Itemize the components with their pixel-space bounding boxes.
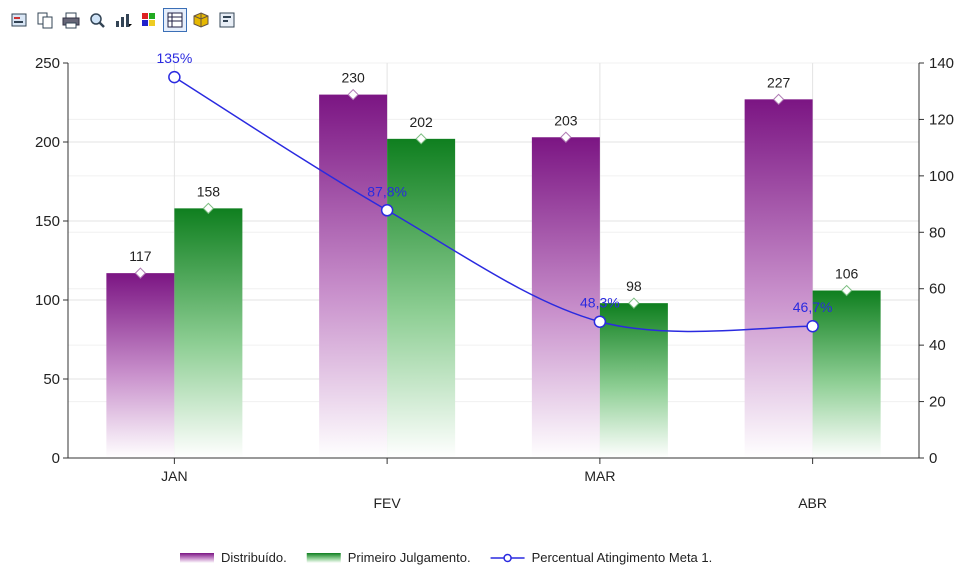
palette-button[interactable] xyxy=(138,9,160,31)
settings-icon xyxy=(219,12,235,28)
percent-data-label: 87,8% xyxy=(367,183,407,199)
settings-button[interactable] xyxy=(216,9,238,31)
data-grid-icon xyxy=(167,12,183,28)
y-right-tick-label: 100 xyxy=(929,168,954,185)
legend-label: Percentual Atingimento Meta 1. xyxy=(532,550,713,565)
zoom-button[interactable] xyxy=(86,9,108,31)
bar-distribuido xyxy=(319,94,388,458)
legend-swatch-marker xyxy=(503,553,512,563)
bar-primeiro-julgamento xyxy=(599,303,668,458)
chart-type-icon xyxy=(116,14,132,27)
bars xyxy=(106,88,881,458)
percent-line-path xyxy=(173,76,813,333)
3d-button[interactable] xyxy=(190,9,212,31)
percent-line xyxy=(168,70,819,333)
y-left-tick-label: 150 xyxy=(35,213,60,230)
chart-toolbar xyxy=(8,6,238,34)
percent-point xyxy=(806,319,819,333)
y-right-tick-label: 120 xyxy=(929,111,954,128)
y-right-tick-label: 40 xyxy=(929,337,946,354)
data-grid-button[interactable] xyxy=(163,8,187,32)
bar-marker xyxy=(347,88,359,101)
bar-primeiro-julgamento xyxy=(387,138,456,458)
legend: Distribuído. Primeiro Julgamento. Percentu… xyxy=(180,550,712,565)
chart-type-button[interactable] xyxy=(112,9,134,31)
y-right-tick-label: 80 xyxy=(929,224,946,241)
x-tick-label: JAN xyxy=(161,468,187,484)
legend-swatch xyxy=(306,553,341,563)
y-left-tick-label: 100 xyxy=(35,292,60,309)
y-right-tick-label: 60 xyxy=(929,281,946,298)
y-right-tick-label: 0 xyxy=(929,450,937,467)
x-tick-label: MAR xyxy=(584,468,615,484)
copy-button[interactable] xyxy=(34,9,56,31)
bar-marker xyxy=(134,267,147,279)
bar-marker xyxy=(415,133,427,145)
bar-data-label: 98 xyxy=(626,278,642,294)
y-right-tick-label: 20 xyxy=(929,394,946,411)
y-left-tick-label: 200 xyxy=(35,134,60,151)
copy-icon xyxy=(37,12,53,29)
properties-icon xyxy=(11,13,27,27)
y-left-tick-label: 250 xyxy=(35,55,60,72)
print-button[interactable] xyxy=(60,9,82,31)
percent-data-label: 48,3% xyxy=(580,295,620,311)
bar-marker xyxy=(840,284,853,297)
bar-data-label: 227 xyxy=(767,74,791,90)
axes: 0 50 100 150 200 250 0 20 40 60 80 100 120 140 JAN FEV M… xyxy=(35,55,954,511)
bar-data-label: 117 xyxy=(129,248,152,264)
3d-icon xyxy=(193,12,209,28)
bar-data-label: 158 xyxy=(197,183,221,199)
bar-distribuido xyxy=(744,99,813,458)
zoom-icon xyxy=(90,13,105,28)
bar-data-label: 202 xyxy=(409,114,433,130)
y-right-tick-label: 140 xyxy=(929,55,954,72)
bar-data-label: 230 xyxy=(341,70,365,86)
y-left-tick-label: 0 xyxy=(52,450,60,467)
properties-button[interactable] xyxy=(8,9,30,31)
bar-data-label: 106 xyxy=(835,266,859,282)
bar-distribuido xyxy=(531,137,600,458)
y-left-tick-label: 50 xyxy=(43,371,60,388)
palette-icon xyxy=(142,13,155,26)
bar-marker xyxy=(202,202,215,215)
print-icon xyxy=(62,12,80,29)
percent-point xyxy=(380,204,394,217)
bar-data-label: 203 xyxy=(554,112,578,128)
bar-marker xyxy=(772,93,785,106)
percent-point xyxy=(593,315,607,328)
bar-primeiro-julgamento xyxy=(812,290,881,458)
legend-label: Distribuído. xyxy=(221,550,287,565)
bar-distribuido xyxy=(106,273,175,458)
bar-marker xyxy=(560,131,572,143)
legend-label: Primeiro Julgamento. xyxy=(348,550,471,565)
bar-marker xyxy=(628,297,640,309)
data-labels: 117 158 230 202 203 98 227 106 135% 87,8% 48,3% 46,… xyxy=(129,50,858,315)
percent-data-label: 135% xyxy=(156,50,192,66)
bar-primeiro-julgamento xyxy=(174,208,243,458)
x-tick-label: FEV xyxy=(374,495,402,511)
percent-point xyxy=(168,70,181,84)
percent-data-label: 46,7% xyxy=(793,299,833,315)
legend-swatch xyxy=(180,553,214,563)
x-tick-label: ABR xyxy=(798,495,827,511)
